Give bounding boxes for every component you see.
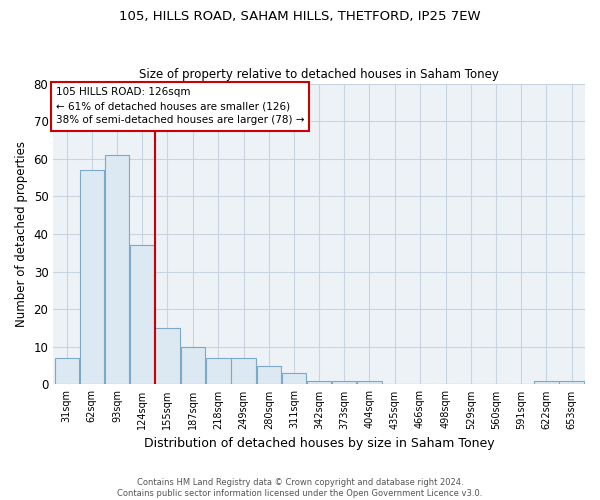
Bar bbox=[80, 170, 104, 384]
Bar bbox=[559, 380, 584, 384]
Y-axis label: Number of detached properties: Number of detached properties bbox=[15, 141, 28, 327]
Bar bbox=[181, 347, 205, 385]
Title: Size of property relative to detached houses in Saham Toney: Size of property relative to detached ho… bbox=[139, 68, 499, 81]
Bar bbox=[257, 366, 281, 384]
X-axis label: Distribution of detached houses by size in Saham Toney: Distribution of detached houses by size … bbox=[144, 437, 494, 450]
Bar bbox=[232, 358, 256, 384]
Bar bbox=[357, 380, 382, 384]
Bar bbox=[332, 380, 356, 384]
Bar bbox=[130, 246, 154, 384]
Bar bbox=[534, 380, 559, 384]
Text: 105, HILLS ROAD, SAHAM HILLS, THETFORD, IP25 7EW: 105, HILLS ROAD, SAHAM HILLS, THETFORD, … bbox=[119, 10, 481, 23]
Text: 105 HILLS ROAD: 126sqm
← 61% of detached houses are smaller (126)
38% of semi-de: 105 HILLS ROAD: 126sqm ← 61% of detached… bbox=[56, 88, 304, 126]
Bar bbox=[155, 328, 179, 384]
Bar bbox=[282, 373, 306, 384]
Bar bbox=[55, 358, 79, 384]
Text: Contains HM Land Registry data © Crown copyright and database right 2024.
Contai: Contains HM Land Registry data © Crown c… bbox=[118, 478, 482, 498]
Bar bbox=[105, 155, 129, 384]
Bar bbox=[307, 380, 331, 384]
Bar bbox=[206, 358, 230, 384]
